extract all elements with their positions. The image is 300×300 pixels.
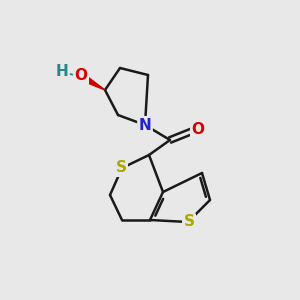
Text: H: H: [56, 64, 68, 80]
Text: S: S: [184, 214, 194, 230]
Text: O: O: [74, 68, 88, 83]
Text: O: O: [191, 122, 205, 137]
Text: S: S: [116, 160, 127, 175]
Polygon shape: [80, 74, 105, 90]
Text: N: N: [139, 118, 152, 133]
